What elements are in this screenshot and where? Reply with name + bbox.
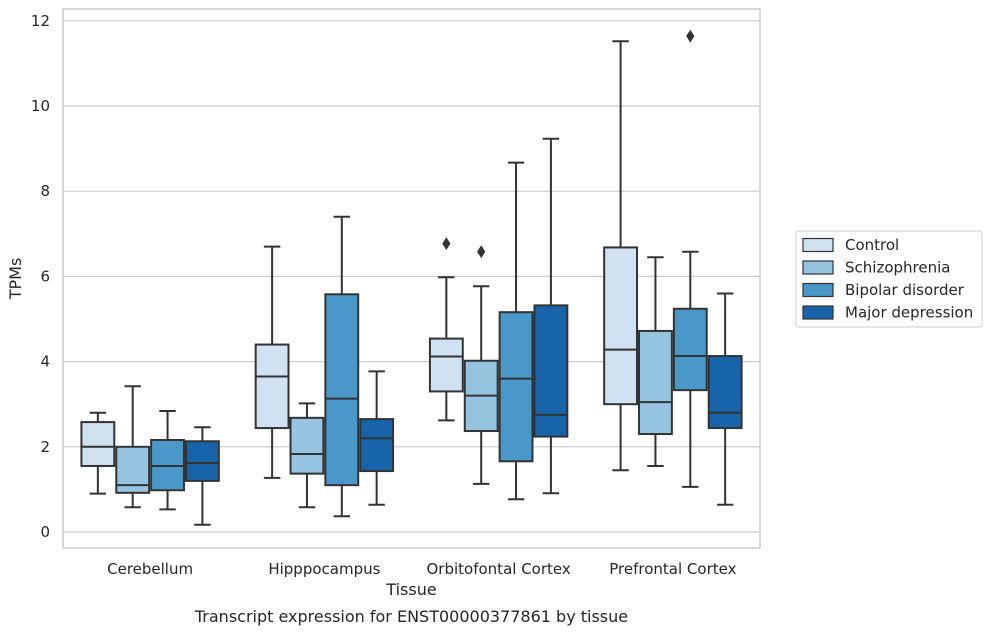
box-group bbox=[463, 245, 499, 485]
plot-frame bbox=[62, 8, 761, 549]
box-iqr bbox=[428, 337, 464, 393]
legend: Control Schizophrenia Bipolar disorder Majo… bbox=[795, 230, 983, 328]
y-tick-label: 10 bbox=[31, 97, 50, 115]
box-group bbox=[707, 292, 743, 506]
box-iqr bbox=[533, 304, 569, 438]
x-tick-label: Hipppocampus bbox=[268, 560, 380, 578]
legend-frame bbox=[795, 230, 983, 328]
box-iqr bbox=[80, 421, 116, 467]
box-iqr bbox=[603, 246, 639, 406]
legend-label: Bipolar disorder bbox=[845, 281, 965, 299]
box-group bbox=[533, 137, 569, 495]
box-group bbox=[184, 426, 220, 526]
box-group bbox=[638, 256, 673, 467]
box-layer bbox=[80, 29, 743, 526]
box-iqr bbox=[498, 311, 534, 463]
legend-swatch bbox=[802, 260, 834, 275]
box-iqr bbox=[324, 293, 360, 487]
y-tick-label: 8 bbox=[40, 182, 50, 200]
legend-label: Control bbox=[845, 236, 899, 254]
x-tick-label: Cerebellum bbox=[107, 560, 193, 578]
box-iqr bbox=[672, 307, 708, 392]
x-tick-label: Prefrontal Cortex bbox=[609, 560, 736, 578]
box-iqr bbox=[707, 355, 743, 430]
legend-label: Schizophrenia bbox=[845, 259, 950, 277]
box-group bbox=[428, 237, 464, 422]
y-tick-label: 4 bbox=[40, 353, 50, 371]
box-iqr bbox=[638, 329, 673, 436]
box-iqr bbox=[184, 440, 220, 482]
box-group bbox=[254, 245, 290, 479]
box-iqr bbox=[359, 418, 395, 473]
box-group bbox=[359, 370, 395, 506]
box-group bbox=[324, 215, 360, 518]
box-group bbox=[289, 402, 325, 509]
chart-caption: Transcript expression for ENST0000037786… bbox=[194, 607, 628, 626]
box-iqr bbox=[289, 416, 325, 475]
box-group bbox=[603, 40, 639, 472]
box-group bbox=[498, 161, 534, 501]
legend-label: Major depression bbox=[845, 304, 973, 322]
box-iqr bbox=[254, 343, 290, 430]
box-group bbox=[80, 411, 116, 495]
legend-swatch bbox=[802, 305, 834, 320]
x-tick-label: Orbitofontal Cortex bbox=[427, 560, 571, 578]
y-tick-label: 0 bbox=[40, 523, 50, 541]
legend-swatch bbox=[802, 237, 834, 253]
y-tick-label: 6 bbox=[40, 267, 50, 285]
legend-items: Control Schizophrenia Bipolar disorder Majo… bbox=[802, 236, 973, 322]
outlier-marker bbox=[686, 29, 695, 43]
x-tick-labels: Cerebellum Hipppocampus Orbitofontal Corte… bbox=[107, 560, 736, 578]
legend-swatch bbox=[802, 282, 834, 298]
y-tick-label: 12 bbox=[31, 12, 50, 30]
box-group bbox=[150, 410, 185, 511]
y-tick-label: 2 bbox=[40, 438, 50, 456]
y-tick-labels: 0 2 4 6 8 10 12 bbox=[31, 12, 50, 541]
outlier-marker bbox=[477, 245, 486, 259]
x-axis-label: Tissue bbox=[385, 580, 436, 599]
y-axis-label: TPMs bbox=[6, 258, 25, 301]
box-group bbox=[672, 29, 708, 488]
box-group bbox=[115, 385, 151, 509]
outlier-marker bbox=[442, 237, 451, 251]
